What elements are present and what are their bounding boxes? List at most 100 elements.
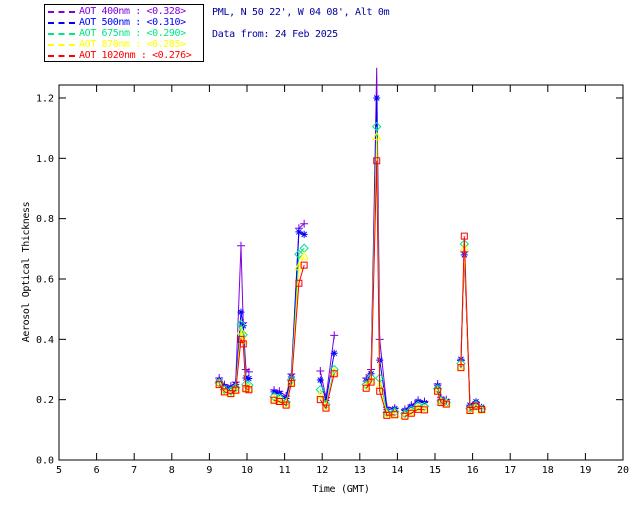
x-tick-label: 15: [429, 465, 441, 476]
marker-diamond: [236, 319, 246, 329]
marker-asterisk: [295, 228, 303, 236]
marker-square: [300, 261, 308, 269]
legend-entry-1020nm: AOT 1020nm : <0.276>: [48, 50, 201, 61]
marker-triangle: [471, 401, 481, 411]
series-aot-400nm: [215, 67, 486, 414]
marker-square: [322, 404, 330, 412]
x-tick-label: 5: [56, 465, 62, 476]
marker-triangle: [219, 386, 230, 395]
marker-square: [295, 279, 303, 287]
marker-square: [227, 390, 235, 398]
y-tick-label: 0.2: [36, 395, 54, 406]
y-axis-title: Aerosol Optical Thickness: [21, 201, 32, 343]
legend-label-400nm: AOT 400nm : <0.328>: [79, 6, 186, 17]
marker-triangle: [476, 404, 487, 414]
marker-diamond: [406, 405, 417, 415]
marker-asterisk: [316, 376, 324, 384]
marker-square: [442, 400, 450, 408]
series-aot-1020nm: [215, 157, 486, 420]
x-tick-label: 12: [316, 465, 328, 476]
x-axis-title: Time (GMT): [312, 484, 370, 495]
series-aot-675nm: [214, 121, 487, 419]
x-tick-label: 20: [617, 465, 629, 476]
legend-line-sample-500nm: [48, 21, 75, 24]
marker-square: [420, 406, 428, 414]
axis-ticks: [58, 85, 624, 461]
marker-triangle: [456, 360, 466, 370]
data-series: [214, 67, 487, 420]
legend-line-sample-870nm: [48, 43, 75, 46]
marker-asterisk: [245, 375, 253, 383]
marker-square: [270, 396, 278, 404]
y-tick-label: 0.4: [36, 335, 54, 346]
marker-diamond: [231, 382, 241, 393]
marker-square: [376, 387, 384, 395]
marker-asterisk: [373, 94, 381, 102]
legend-entry-870nm: AOT 870nm : <0.285>: [48, 39, 201, 50]
marker-triangle: [413, 402, 423, 412]
marker-square: [466, 407, 474, 415]
marker-diamond: [315, 384, 326, 395]
marker-square: [373, 157, 381, 165]
plot-frame: [58, 84, 624, 461]
marker-plus: [316, 367, 325, 376]
marker-square: [215, 381, 223, 389]
marker-triangle: [281, 398, 291, 408]
x-tick-label: 16: [467, 465, 479, 476]
x-tick-label: 11: [279, 465, 291, 476]
legend-entry-675nm: AOT 675nm : <0.290>: [48, 28, 201, 39]
marker-triangle: [390, 408, 400, 418]
marker-square: [391, 411, 399, 419]
series-aot-870nm: [214, 131, 487, 419]
marker-triangle: [231, 384, 241, 393]
marker-square: [239, 340, 247, 348]
marker-diamond: [382, 407, 392, 418]
legend-label-500nm: AOT 500nm : <0.310>: [79, 17, 186, 28]
legend-label-1020nm: AOT 1020nm : <0.276>: [79, 50, 192, 61]
station-info: PML, N 50 22', W 04 08', Alt 0m: [212, 7, 390, 18]
x-tick-label: 14: [391, 465, 403, 476]
marker-triangle: [419, 403, 430, 413]
legend-line-sample-675nm: [48, 32, 75, 35]
marker-square: [367, 378, 375, 386]
marker-plus: [330, 331, 339, 340]
axis-tick-labels: 5 6 7 8 9 10 11 12 13 14 15 16 17 18 19 20 0.0 0.2 0.4 0.6 0…: [36, 93, 629, 476]
y-tick-label: 0.6: [36, 274, 54, 285]
y-tick-label: 1.2: [36, 93, 54, 104]
marker-plus: [300, 219, 309, 228]
marker-square: [478, 405, 486, 413]
marker-triangle: [299, 251, 309, 260]
marker-diamond: [400, 408, 410, 419]
x-tick-label: 10: [241, 465, 253, 476]
data-date: Data from: 24 Feb 2025: [212, 29, 338, 40]
marker-plus: [236, 241, 245, 250]
marker-diamond: [390, 407, 400, 417]
marker-diamond: [419, 401, 430, 412]
marker-square: [287, 379, 295, 387]
marker-square: [460, 232, 468, 240]
marker-asterisk: [237, 308, 245, 316]
legend-line-sample-1020nm: [48, 54, 75, 57]
marker-asterisk: [330, 349, 338, 357]
marker-triangle: [236, 325, 246, 335]
series-aot-500nm: [215, 94, 486, 415]
marker-square: [401, 412, 409, 420]
legend-entry-500nm: AOT 500nm : <0.310>: [48, 17, 201, 28]
marker-square: [330, 370, 338, 378]
x-tick-label: 18: [542, 465, 554, 476]
marker-asterisk: [300, 230, 308, 238]
marker-triangle: [432, 385, 443, 395]
marker-square: [237, 335, 245, 343]
marker-asterisk: [478, 403, 486, 411]
marker-asterisk: [270, 388, 278, 396]
marker-square: [275, 397, 283, 405]
legend-line-sample-400nm: [48, 10, 75, 13]
marker-triangle: [382, 409, 392, 418]
y-tick-label: 1.0: [36, 154, 54, 165]
marker-triangle: [366, 375, 376, 384]
marker-square: [434, 387, 442, 395]
marker-square: [383, 411, 391, 419]
marker-square: [407, 409, 415, 417]
